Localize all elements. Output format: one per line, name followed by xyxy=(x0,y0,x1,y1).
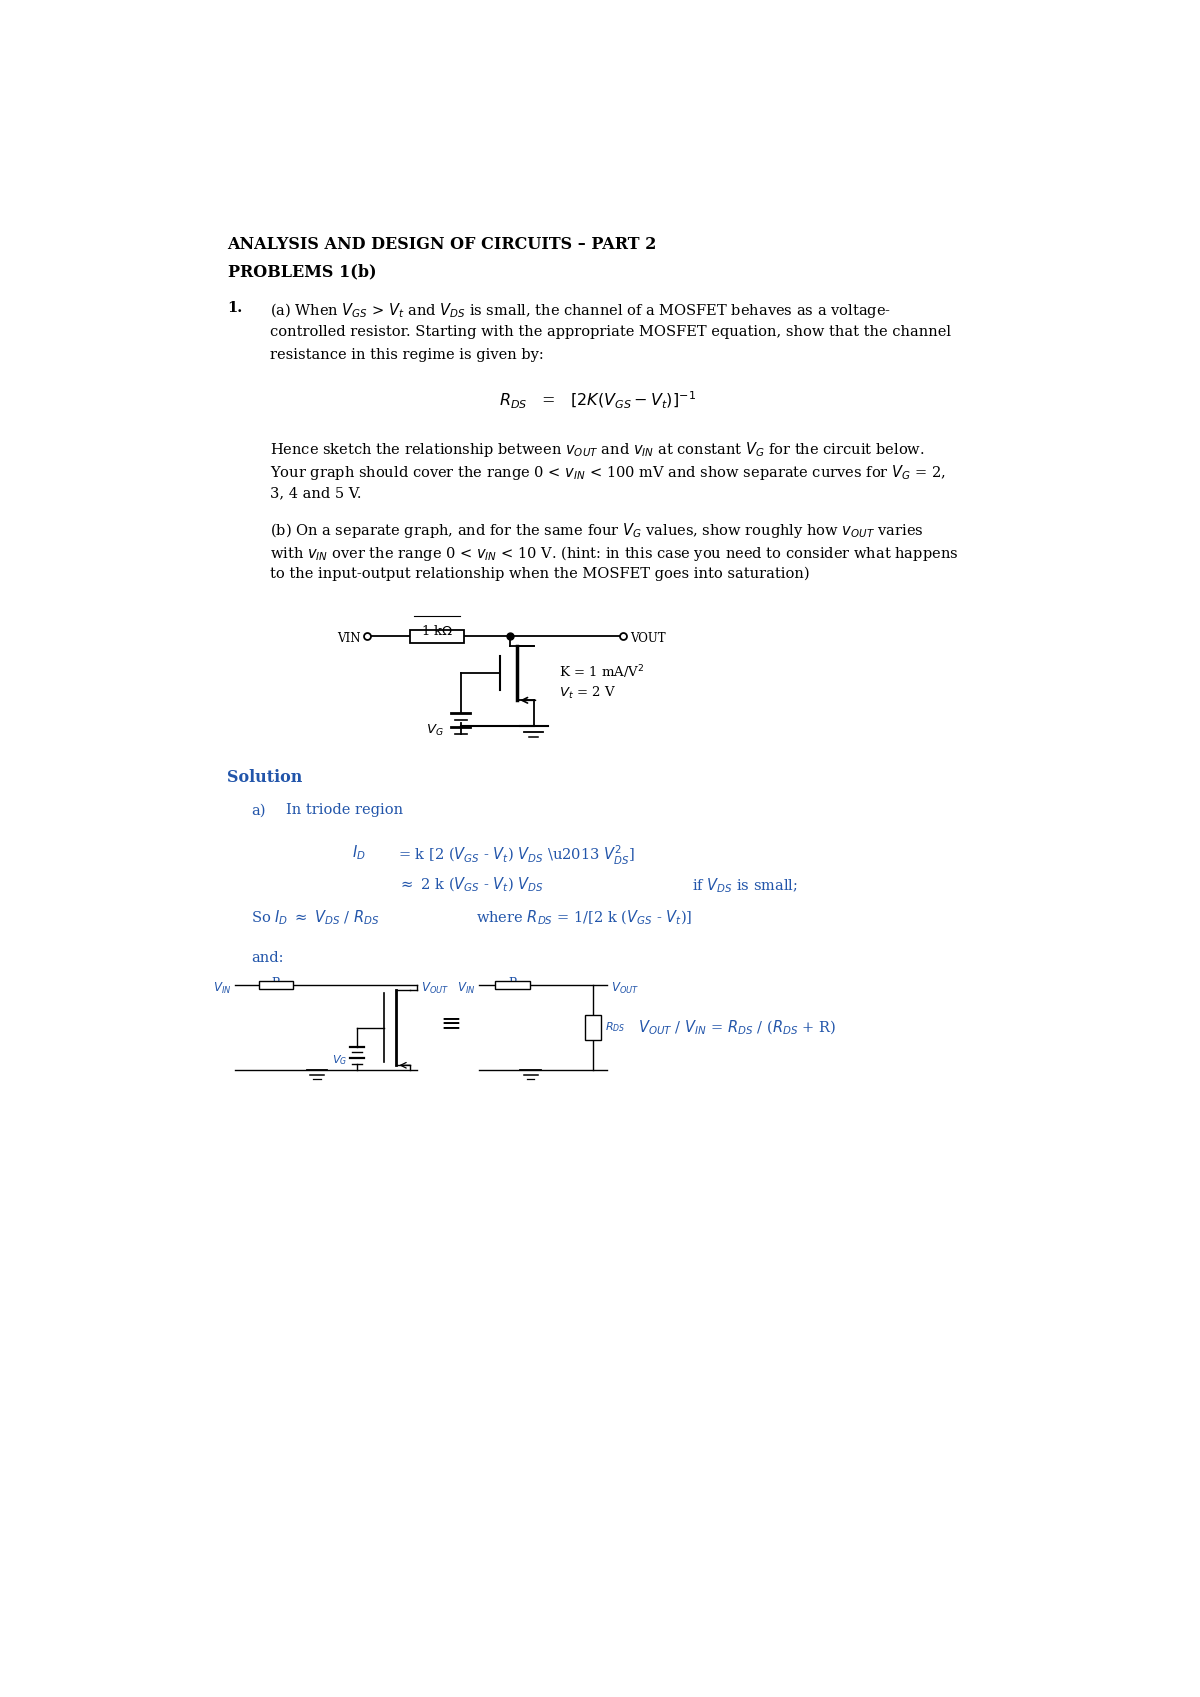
Text: Your graph should cover the range 0 < $v_{IN}$ < 100 mV and show separate curves: Your graph should cover the range 0 < $v… xyxy=(270,463,946,482)
Text: PROBLEMS 1(b): PROBLEMS 1(b) xyxy=(228,263,376,280)
Text: $V_G$: $V_G$ xyxy=(426,723,444,738)
Text: 1.: 1. xyxy=(228,302,242,316)
Text: $I_D$: $I_D$ xyxy=(352,843,365,862)
Bar xyxy=(494,981,529,989)
Text: (b) On a separate graph, and for the same four $V_G$ values, show roughly how $v: (b) On a separate graph, and for the sam… xyxy=(270,521,924,540)
Bar xyxy=(258,981,293,989)
Text: = k [2 ($V_{GS}$ - $V_t$) $V_{DS}$ \u2013 $V_{DS}^{2}$]: = k [2 ($V_{GS}$ - $V_t$) $V_{DS}$ \u201… xyxy=(398,843,635,867)
Text: to the input-output relationship when the MOSFET goes into saturation): to the input-output relationship when th… xyxy=(270,567,810,582)
Text: (a) When $V_{GS}$ > $V_t$ and $V_{DS}$ is small, the channel of a MOSFET behaves: (a) When $V_{GS}$ > $V_t$ and $V_{DS}$ i… xyxy=(270,302,892,321)
Text: VOUT: VOUT xyxy=(630,631,666,645)
Text: resistance in this regime is given by:: resistance in this regime is given by: xyxy=(270,348,544,361)
Text: $V_{IN}$: $V_{IN}$ xyxy=(212,981,232,996)
Text: In triode region: In triode region xyxy=(286,803,403,818)
Text: a): a) xyxy=(251,803,265,818)
Text: $V_{OUT}$ / $V_{IN}$ = $R_{DS}$ / ($R_{DS}$ + R): $V_{OUT}$ / $V_{IN}$ = $R_{DS}$ / ($R_{D… xyxy=(638,1018,836,1037)
Text: $V_{IN}$: $V_{IN}$ xyxy=(457,981,475,996)
Text: So $I_D$ $\approx$ $V_{DS}$ / $R_{DS}$: So $I_D$ $\approx$ $V_{DS}$ / $R_{DS}$ xyxy=(251,908,379,927)
Text: if $V_{DS}$ is small;: if $V_{DS}$ is small; xyxy=(692,876,798,894)
Text: $\approx$ 2 k ($V_{GS}$ - $V_t$) $V_{DS}$: $\approx$ 2 k ($V_{GS}$ - $V_t$) $V_{DS}… xyxy=(398,876,544,894)
Bar xyxy=(409,630,464,643)
Text: VIN: VIN xyxy=(337,631,361,645)
Text: R: R xyxy=(508,977,517,989)
Text: 1 k$\Omega$: 1 k$\Omega$ xyxy=(421,624,452,638)
Text: Solution: Solution xyxy=(228,769,302,786)
Text: $V_{OUT}$: $V_{OUT}$ xyxy=(611,981,640,996)
Text: $V_{OUT}$: $V_{OUT}$ xyxy=(421,981,449,996)
Text: with $v_{IN}$ over the range 0 < $v_{IN}$ < 10 V. (hint: in this case you need t: with $v_{IN}$ over the range 0 < $v_{IN}… xyxy=(270,545,959,563)
Text: R: R xyxy=(271,977,281,989)
Text: ≡: ≡ xyxy=(440,1011,461,1035)
Text: controlled resistor. Starting with the appropriate MOSFET equation, show that th: controlled resistor. Starting with the a… xyxy=(270,324,952,338)
Text: $V_G$: $V_G$ xyxy=(332,1052,348,1067)
Bar xyxy=(586,1015,601,1040)
Text: 3, 4 and 5 V.: 3, 4 and 5 V. xyxy=(270,487,361,501)
Text: $R_{DS}$   =   $[2K(V_{GS} - V_t)]^{-1}$: $R_{DS}$ = $[2K(V_{GS} - V_t)]^{-1}$ xyxy=(499,390,696,411)
Text: and:: and: xyxy=(251,950,283,964)
Text: $V_t$ = 2 V: $V_t$ = 2 V xyxy=(559,684,616,701)
Text: ANALYSIS AND DESIGN OF CIRCUITS – PART 2: ANALYSIS AND DESIGN OF CIRCUITS – PART 2 xyxy=(228,236,656,253)
Text: where $R_{DS}$ = 1/[2 k ($V_{GS}$ - $V_t$)]: where $R_{DS}$ = 1/[2 k ($V_{GS}$ - $V_t… xyxy=(475,908,692,927)
Text: Hence sketch the relationship between $v_{OUT}$ and $v_{IN}$ at constant $V_G$ f: Hence sketch the relationship between $v… xyxy=(270,440,925,458)
Text: K = 1 mA/V$^2$: K = 1 mA/V$^2$ xyxy=(559,664,644,680)
Text: $R_{DS}$: $R_{DS}$ xyxy=(605,1020,625,1035)
